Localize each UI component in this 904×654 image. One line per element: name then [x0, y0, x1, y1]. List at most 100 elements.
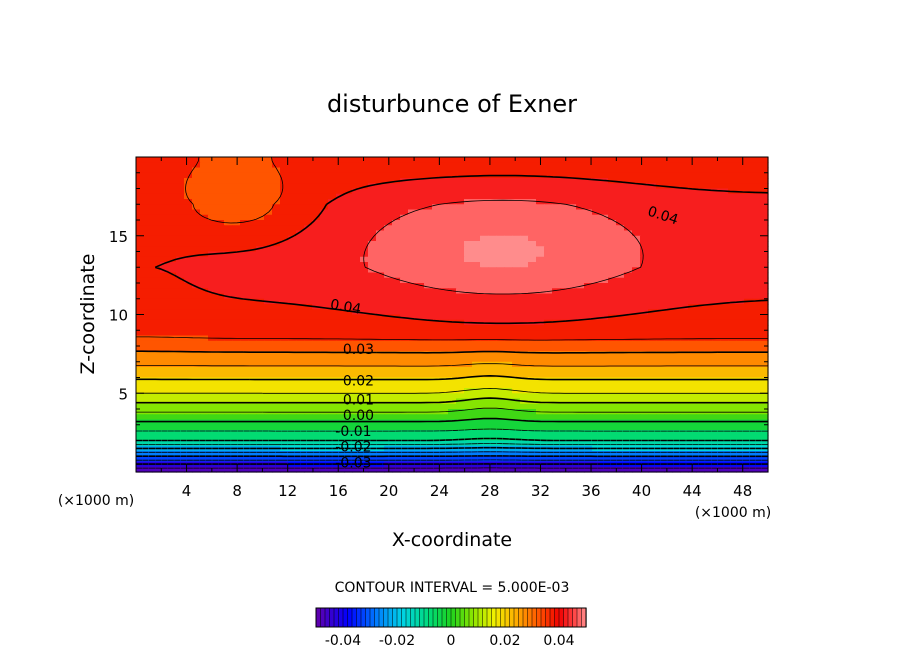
field-cell [232, 183, 241, 190]
field-cell [688, 183, 697, 190]
field-cell [648, 424, 657, 431]
field-cell [504, 424, 513, 431]
field-cell [528, 361, 537, 368]
field-cell [424, 430, 433, 436]
colorbar-cell [495, 607, 502, 628]
field-cell [400, 382, 409, 389]
field-cell [176, 356, 185, 363]
field-cell [480, 466, 489, 473]
field-cell [224, 424, 233, 431]
field-cell [392, 325, 401, 331]
field-cell [608, 466, 617, 473]
field-cell [512, 241, 521, 247]
field-cell [752, 251, 761, 258]
field-cell [368, 283, 377, 289]
field-cell [488, 388, 497, 394]
field-cell [544, 220, 553, 226]
field-cell [656, 199, 665, 205]
field-cell [416, 262, 425, 268]
field-cell [432, 314, 441, 321]
field-cell [752, 361, 761, 368]
field-cell [424, 199, 433, 205]
field-cell [744, 246, 753, 253]
field-cell [680, 309, 689, 316]
field-cell [640, 430, 649, 436]
field-cell [272, 351, 281, 358]
field-cell [216, 298, 225, 305]
field-cell [448, 356, 457, 363]
field-cell [552, 325, 561, 331]
field-cell [248, 361, 257, 368]
field-cell [160, 346, 169, 352]
field-cell [408, 209, 417, 216]
field-cell [200, 172, 209, 179]
field-cell [696, 325, 705, 331]
field-cell [688, 172, 697, 179]
field-cell [672, 293, 681, 300]
field-cell [224, 178, 233, 184]
field-cell [760, 172, 769, 179]
field-cell [672, 256, 681, 263]
field-cell [616, 293, 625, 300]
field-cell [240, 346, 249, 352]
field-cell [152, 288, 161, 295]
field-cell [544, 193, 553, 200]
field-cell [688, 377, 697, 384]
field-cell [312, 230, 321, 237]
field-cell [544, 241, 553, 247]
field-cell [496, 356, 505, 363]
field-cell [544, 456, 553, 463]
field-cell [664, 367, 673, 373]
field-cell [440, 367, 449, 373]
field-cell [232, 251, 241, 258]
field-cell [464, 214, 473, 221]
field-cell [640, 204, 649, 211]
field-cell [216, 167, 225, 174]
field-cell [360, 309, 369, 316]
field-cell [336, 251, 345, 258]
field-cell [296, 319, 305, 326]
field-cell [216, 283, 225, 289]
field-cell [504, 157, 513, 163]
field-cell [480, 351, 489, 358]
field-cell [728, 309, 737, 316]
field-cell [656, 167, 665, 174]
field-cell [144, 157, 153, 163]
field-cell [144, 414, 153, 421]
field-cell [728, 157, 737, 163]
field-cell [712, 419, 721, 426]
field-cell [328, 330, 337, 337]
field-cell [680, 435, 689, 442]
field-cell [744, 466, 753, 473]
field-cell [584, 288, 593, 295]
field-cell [736, 451, 745, 457]
field-cell [256, 241, 265, 247]
field-cell [384, 220, 393, 226]
field-cell [408, 283, 417, 289]
field-cell [496, 330, 505, 337]
field-cell [240, 424, 249, 431]
field-cell [248, 283, 257, 289]
field-cell [512, 235, 521, 242]
field-cell [336, 451, 345, 457]
field-cell [632, 188, 641, 195]
field-cell [152, 225, 161, 232]
field-cell [408, 157, 417, 163]
field-cell [176, 393, 185, 400]
field-cell [616, 157, 625, 163]
field-cell [264, 382, 273, 389]
field-cell [464, 199, 473, 205]
field-cell [584, 403, 593, 410]
field-cell [384, 277, 393, 284]
field-cell [480, 283, 489, 289]
field-cell [664, 193, 673, 200]
field-cell [720, 398, 729, 405]
field-cell [760, 325, 769, 331]
field-cell [312, 220, 321, 226]
field-cell [216, 267, 225, 274]
field-cell [192, 388, 201, 394]
field-cell [544, 414, 553, 421]
field-cell [520, 414, 529, 421]
field-cell [176, 183, 185, 190]
field-cell [704, 325, 713, 331]
